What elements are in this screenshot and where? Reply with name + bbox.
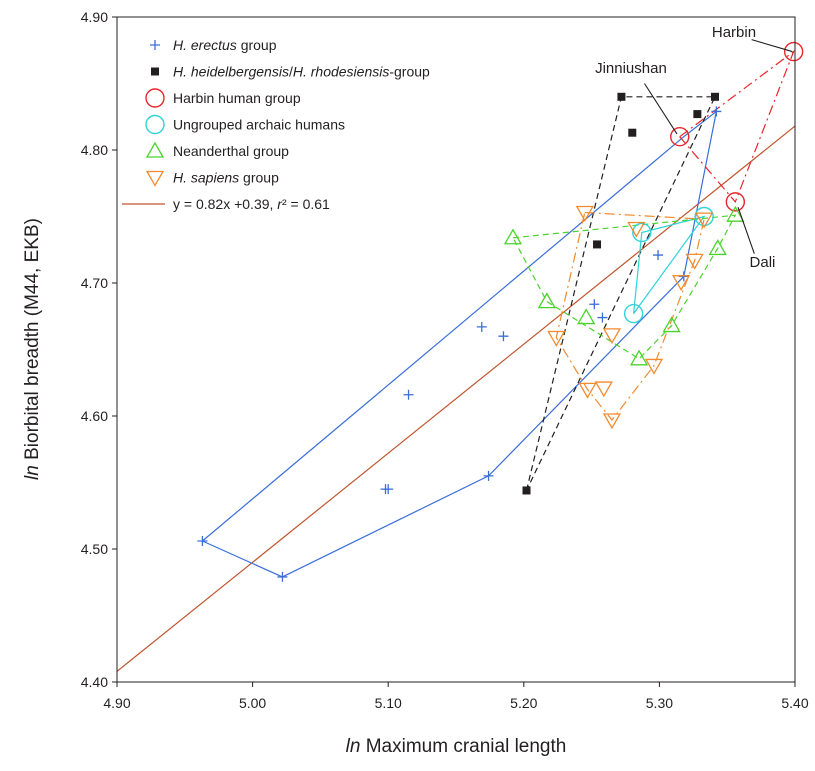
data-point-s1-2 bbox=[277, 571, 288, 582]
legend-label-6: H. sapiens group bbox=[173, 170, 279, 186]
legend-marker-1 bbox=[150, 40, 160, 50]
legend: H. erectus group H. heidelbergensis/H. rh… bbox=[122, 37, 430, 212]
hull-series-2 bbox=[525, 96, 716, 491]
data-point-s2-5 bbox=[693, 110, 702, 119]
y-tick-label: 4.60 bbox=[81, 408, 108, 424]
hull-series-5 bbox=[512, 214, 737, 360]
hull-series-1 bbox=[202, 109, 718, 578]
data-point-s6-6 bbox=[602, 413, 622, 430]
y-tick-label: 4.80 bbox=[81, 142, 108, 158]
data-point-s3-1 bbox=[670, 126, 690, 147]
legend-marker-3 bbox=[145, 88, 165, 108]
legend-marker-5 bbox=[145, 141, 165, 158]
data-point-s1-4 bbox=[383, 484, 394, 495]
data-point-s5-1 bbox=[503, 228, 523, 245]
legend-label-5: Neanderthal group bbox=[173, 143, 289, 159]
legend-marker-6 bbox=[145, 170, 165, 187]
legend-label-regression: y = 0.82x +0.39, r² = 0.61 bbox=[173, 196, 330, 212]
legend-label-4: Ungrouped archaic humans bbox=[173, 117, 345, 133]
data-point-s1-1 bbox=[197, 536, 208, 547]
x-tick-label: 5.10 bbox=[375, 695, 402, 711]
data-point-s6-7 bbox=[627, 221, 646, 238]
data-point-s1-7 bbox=[498, 331, 509, 342]
y-axis-label-ln: ln bbox=[22, 465, 43, 480]
x-tick-label: 5.30 bbox=[646, 695, 673, 711]
x-tick-label: 5.00 bbox=[239, 695, 266, 711]
data-point-s6-9 bbox=[671, 275, 691, 291]
data-point-s1-5 bbox=[403, 389, 414, 400]
data-point-s6-11 bbox=[695, 212, 714, 229]
x-axis-label-ln: ln bbox=[346, 736, 361, 757]
data-point-s6-2 bbox=[575, 205, 594, 222]
plot-frame bbox=[116, 16, 796, 683]
data-point-s6-4 bbox=[594, 381, 613, 398]
data-point-s6-3 bbox=[578, 382, 597, 399]
annotation-line-2 bbox=[644, 83, 678, 135]
data-point-s1-10 bbox=[597, 312, 608, 323]
data-point-s5-4 bbox=[629, 349, 649, 366]
y-tick-label: 4.40 bbox=[81, 674, 108, 690]
data-point-s2-4 bbox=[628, 128, 637, 137]
data-point-s2-3 bbox=[617, 92, 626, 101]
x-axis-label-text: Maximum cranial length bbox=[360, 736, 566, 757]
x-tick-label: 5.40 bbox=[781, 695, 808, 711]
data-point-s5-3 bbox=[577, 308, 596, 325]
data-point-s2-6 bbox=[710, 92, 719, 101]
x-axis-label: ln Maximum cranial length bbox=[346, 736, 567, 757]
data-point-s4-3 bbox=[694, 206, 714, 227]
data-point-s2-2 bbox=[593, 240, 602, 249]
hull-series-4 bbox=[633, 215, 706, 314]
data-point-s5-2 bbox=[537, 292, 556, 309]
data-point-s6-10 bbox=[685, 253, 704, 270]
data-point-s3-3 bbox=[783, 41, 804, 62]
x-tick-label: 4.90 bbox=[103, 695, 130, 711]
data-point-s1-8 bbox=[483, 470, 494, 481]
plot-area: Harbin Jinniushan Dali 4.90 5.00 5.10 5.20 5.30… bbox=[81, 9, 809, 711]
y-axis-label: ln Biorbital breadth (M44, EKB) bbox=[22, 218, 43, 480]
y-tick-label: 4.90 bbox=[81, 9, 108, 25]
data-point-s4-2 bbox=[632, 222, 652, 243]
data-point-s1-9 bbox=[589, 299, 600, 310]
data-point-s4-1 bbox=[623, 303, 644, 324]
legend-marker-4 bbox=[145, 114, 165, 135]
data-point-s6-1 bbox=[547, 330, 566, 347]
data-point-s1-11 bbox=[653, 250, 664, 261]
regression-line bbox=[117, 125, 795, 672]
y-tick-label: 4.70 bbox=[81, 275, 108, 291]
legend-marker-2 bbox=[151, 67, 159, 76]
annotation-line-3 bbox=[737, 207, 755, 254]
data-point-s5-6 bbox=[708, 239, 727, 256]
hull-series-3 bbox=[679, 49, 795, 204]
x-tick-label: 5.20 bbox=[510, 695, 537, 711]
hull-series-6 bbox=[555, 211, 705, 421]
data-point-s3-2 bbox=[725, 192, 746, 212]
data-point-s1-12 bbox=[678, 271, 689, 282]
data-point-s6-8 bbox=[644, 358, 664, 375]
annotation-label-2: Jinniushan bbox=[595, 60, 667, 77]
y-axis-label-text: Biorbital breadth (M44, EKB) bbox=[22, 218, 43, 465]
annotation-label-3: Dali bbox=[750, 254, 776, 271]
legend-label-2: H. heidelbergensis/H. rhodesiensis-group bbox=[173, 64, 430, 80]
data-point-s5-5 bbox=[662, 316, 681, 333]
data-point-s2-1 bbox=[522, 486, 531, 495]
data-point-s5-7 bbox=[726, 205, 745, 222]
data-point-s1-13 bbox=[711, 106, 722, 117]
annotation-label-1: Harbin bbox=[712, 24, 756, 41]
annotation-line-1 bbox=[751, 39, 793, 53]
data-point-s1-6 bbox=[476, 321, 487, 332]
legend-label-3: Harbin human group bbox=[173, 90, 301, 106]
data-point-s6-5 bbox=[602, 328, 622, 345]
y-tick-label: 4.50 bbox=[81, 541, 108, 557]
legend-label-1: H. erectus group bbox=[173, 37, 277, 53]
